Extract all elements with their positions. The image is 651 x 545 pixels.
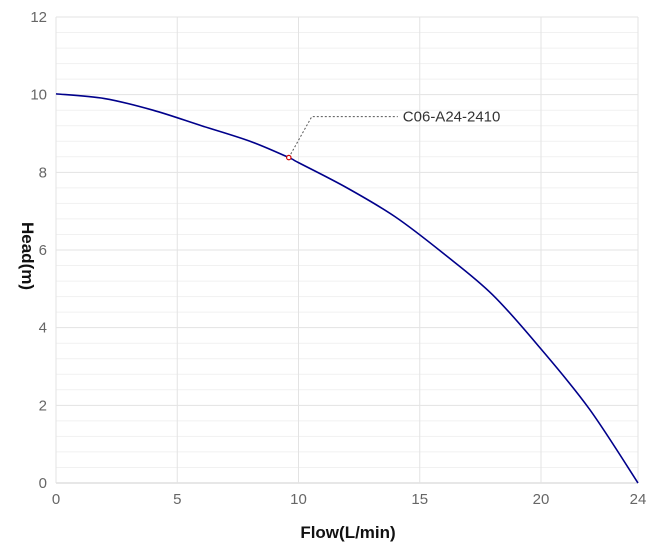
y-axis-ticks: 0 2 4 6 8 10 12 xyxy=(30,9,47,492)
x-tick-label: 10 xyxy=(290,491,307,508)
annotation-leader-line xyxy=(288,116,398,158)
y-tick-label: 0 xyxy=(39,475,47,492)
major-gridlines xyxy=(55,16,639,484)
y-tick-label: 8 xyxy=(39,164,47,181)
x-tick-label: 0 xyxy=(52,491,60,508)
x-axis-title: Flow(L/min) xyxy=(300,523,395,542)
series-line xyxy=(55,93,639,484)
x-tick-label: 15 xyxy=(411,491,428,508)
x-tick-label: 20 xyxy=(533,491,550,508)
x-axis-ticks: 0 5 10 15 20 24 xyxy=(52,491,647,508)
y-tick-label: 10 xyxy=(30,87,47,104)
annotation-label: C06-A24-2410 xyxy=(403,109,501,126)
y-tick-label: 6 xyxy=(39,242,47,259)
y-axis-title: Head(m) xyxy=(18,222,37,290)
x-tick-label: 24 xyxy=(630,491,647,508)
series-layer xyxy=(55,93,639,484)
annotation-layer: C06-A24-2410 xyxy=(285,109,501,161)
y-tick-label: 4 xyxy=(39,320,47,337)
y-tick-label: 12 xyxy=(30,9,47,26)
x-tick-label: 5 xyxy=(173,491,181,508)
y-tick-label: 2 xyxy=(39,397,47,414)
annotation-point xyxy=(285,154,292,161)
